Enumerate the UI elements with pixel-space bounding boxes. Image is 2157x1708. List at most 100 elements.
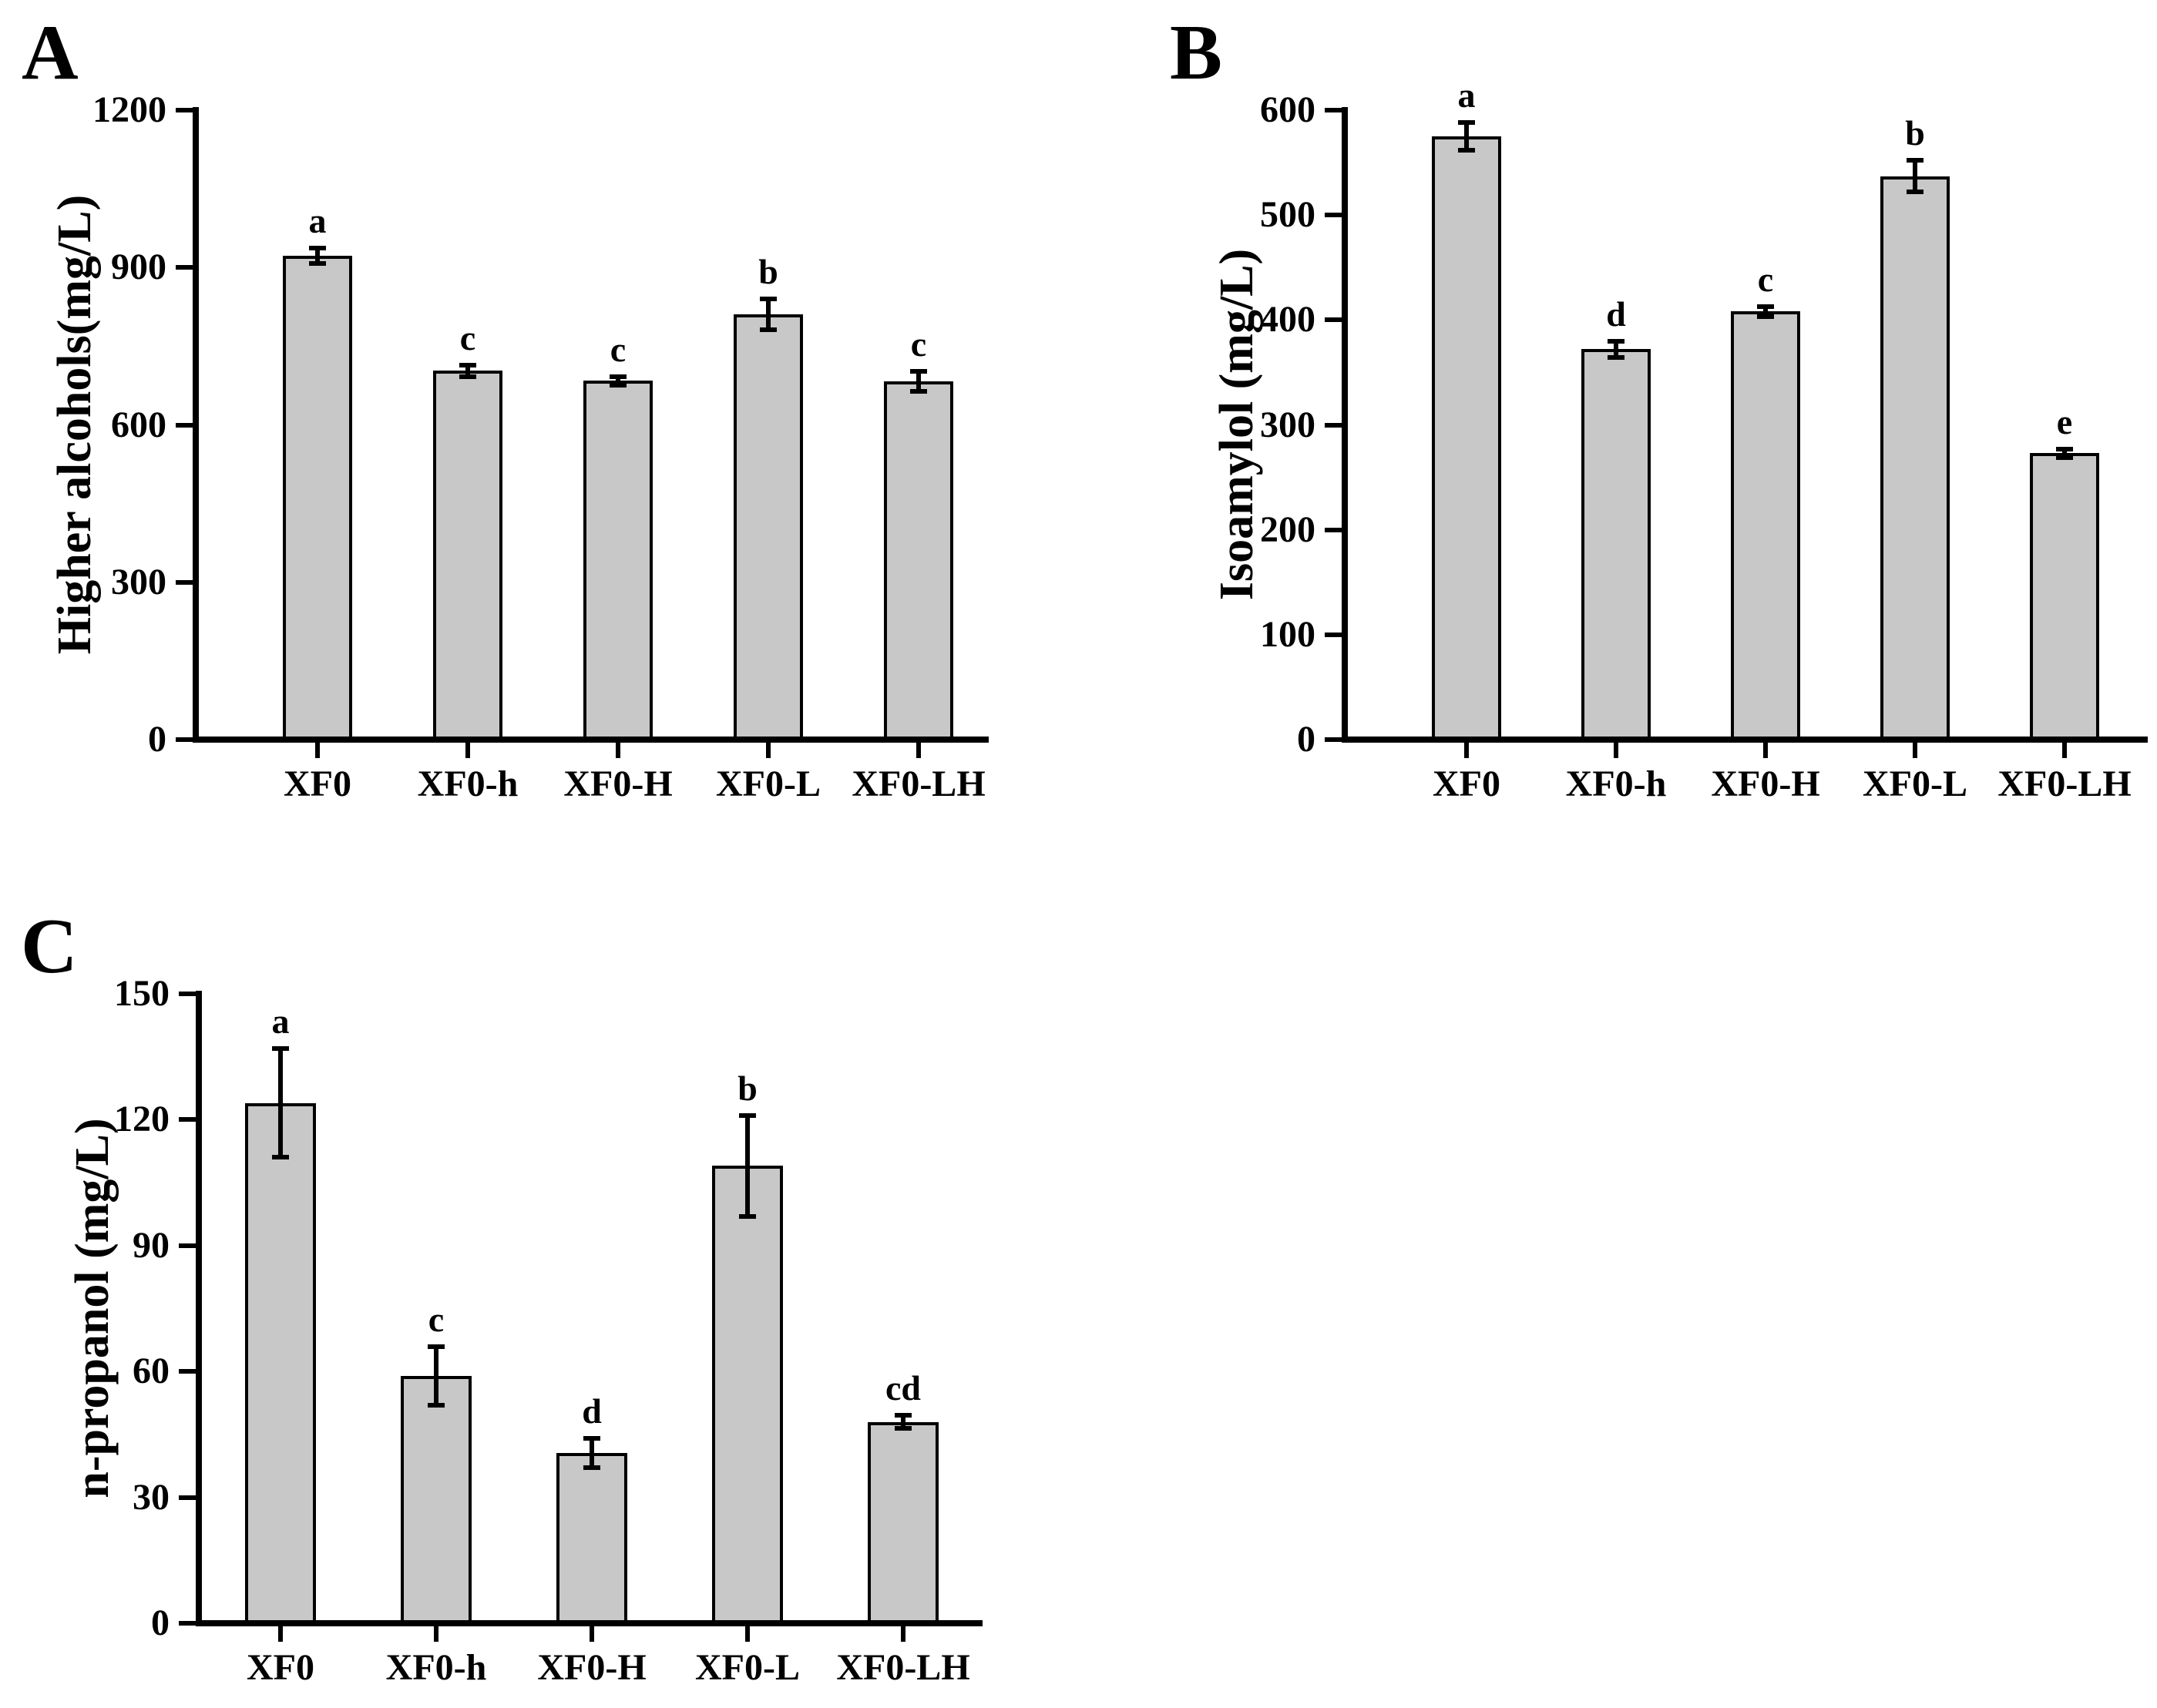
- x-category-label-XF0-LH: XF0-LH: [852, 763, 986, 804]
- error-bar-cap-top-XF0-H: [610, 374, 627, 379]
- y-tick-mark: [176, 108, 194, 112]
- x-tick-mark-XF0-h: [1614, 743, 1618, 758]
- x-category-label-XF0-L: XF0-L: [716, 763, 821, 804]
- error-bar-line-XF0-H: [616, 376, 620, 385]
- x-category-label-XF0: XF0: [1433, 763, 1500, 804]
- x-tick-mark-XF0-h: [434, 1626, 438, 1642]
- y-tick-mark: [176, 579, 194, 585]
- y-tick-mark: [176, 422, 194, 428]
- y-tick-mark: [179, 1117, 197, 1122]
- x-tick-mark-XF0-H: [1763, 743, 1768, 758]
- sig-letter-XF0-H: c: [610, 329, 627, 369]
- x-category-label-XF0-H: XF0-H: [1711, 763, 1820, 804]
- x-axis-line: [196, 1620, 983, 1626]
- error-bar-cap-bottom-XF0: [272, 1155, 289, 1160]
- y-tick-label: 500: [1260, 194, 1315, 236]
- x-axis-line: [193, 737, 989, 743]
- sig-letter-XF0-h: c: [459, 317, 476, 357]
- y-tick-mark: [179, 1243, 197, 1248]
- error-bar-cap-bottom-XF0-LH: [910, 388, 927, 394]
- bar-XF0-H: [1731, 311, 1800, 740]
- y-tick-mark: [1325, 422, 1343, 428]
- bar-XF0-L: [734, 314, 803, 740]
- x-tick-mark-XF0-L: [766, 743, 771, 758]
- bar-XF0-h: [433, 371, 502, 740]
- y-tick-label: 300: [1260, 404, 1315, 445]
- x-category-label-XF0: XF0: [247, 1647, 314, 1688]
- x-tick-mark-XF0-H: [590, 1626, 594, 1642]
- error-bar-line-XF0: [1464, 122, 1469, 150]
- y-tick-label: 120: [114, 1099, 170, 1140]
- sig-letter-XF0-LH: c: [910, 324, 927, 364]
- error-bar-line-XF0: [315, 248, 320, 264]
- y-tick-label: 600: [111, 404, 166, 445]
- y-tick-label: 1200: [92, 89, 166, 130]
- bar-XF0-H: [556, 1453, 627, 1623]
- x-tick-mark-XF0-LH: [916, 743, 921, 758]
- y-tick-label: 400: [1260, 299, 1315, 341]
- sig-letter-XF0-LH: cd: [885, 1368, 921, 1408]
- sig-letter-XF0-H: d: [582, 1391, 602, 1431]
- error-bar-cap-top-XF0: [272, 1045, 289, 1051]
- panel-letter-a: A: [22, 9, 79, 96]
- y-tick-label: 300: [111, 561, 166, 602]
- sig-letter-XF0-L: b: [737, 1068, 758, 1108]
- y-tick-mark: [179, 1495, 197, 1500]
- sig-letter-XF0: a: [271, 1001, 290, 1041]
- y-tick-label: 900: [111, 247, 166, 288]
- y-tick-mark: [179, 1369, 197, 1374]
- error-bar-cap-top-XF0-L: [760, 297, 777, 302]
- error-bar-cap-bottom-XF0-h: [459, 374, 476, 379]
- bar-XF0-h: [401, 1375, 472, 1623]
- error-bar-cap-top-XF0-LH: [2056, 446, 2073, 451]
- y-axis-line: [1342, 107, 1348, 743]
- error-bar-line-XF0-LH: [2062, 448, 2067, 458]
- y-tick-label: 150: [114, 973, 170, 1014]
- y-tick-label: 60: [133, 1351, 170, 1392]
- y-tick-label: 0: [1297, 719, 1315, 760]
- y-tick-label: 200: [1260, 508, 1315, 550]
- x-tick-mark-XF0: [278, 1626, 283, 1642]
- y-tick-label: 90: [133, 1224, 170, 1266]
- error-bar-line-XF0-H: [1763, 306, 1768, 317]
- bar-XF0-LH: [868, 1421, 939, 1623]
- x-category-label-XF0-H: XF0-H: [537, 1647, 647, 1688]
- error-bar-cap-top-XF0: [1458, 120, 1475, 126]
- bar-XF0-LH: [884, 381, 953, 740]
- y-tick-mark: [179, 992, 197, 996]
- x-category-label-XF0-L: XF0-L: [1863, 763, 1967, 804]
- y-tick-mark: [1325, 527, 1343, 532]
- y-tick-mark: [176, 265, 194, 270]
- error-bar-line-XF0: [278, 1048, 283, 1158]
- error-bar-cap-bottom-XF0-h: [428, 1402, 445, 1408]
- error-bar-cap-bottom-XF0-H: [610, 382, 627, 388]
- y-axis-title-b: Isoamylol (mg/L): [1211, 248, 1263, 601]
- x-category-label-XF0-h: XF0-h: [417, 763, 519, 804]
- x-category-label-XF0-h: XF0-h: [385, 1647, 487, 1688]
- error-bar-cap-bottom-XF0-h: [1608, 355, 1624, 361]
- y-tick-mark: [176, 737, 194, 742]
- y-tick-mark: [1325, 632, 1343, 637]
- y-axis-line: [193, 107, 199, 743]
- x-axis-line: [1342, 737, 2148, 743]
- error-bar-line-XF0-h: [434, 1346, 438, 1405]
- error-bar-cap-top-XF0-L: [1907, 158, 1923, 163]
- x-tick-mark-XF0-h: [465, 743, 470, 758]
- y-tick-mark: [179, 1621, 197, 1626]
- error-bar-cap-bottom-XF0-L: [760, 327, 777, 332]
- error-bar-cap-top-XF0-h: [459, 362, 476, 367]
- error-bar-line-XF0-L: [745, 1115, 750, 1216]
- error-bar-cap-top-XF0: [309, 246, 326, 251]
- error-bar-cap-bottom-XF0: [309, 261, 326, 267]
- sig-letter-XF0-L: b: [1905, 113, 1925, 153]
- y-tick-label: 600: [1260, 89, 1315, 130]
- y-tick-label: 0: [148, 719, 166, 760]
- x-category-label-XF0-LH: XF0-LH: [836, 1647, 970, 1688]
- bar-XF0: [283, 256, 352, 740]
- sig-letter-XF0: a: [308, 201, 327, 241]
- x-tick-mark-XF0-LH: [901, 1626, 905, 1642]
- y-axis-line: [196, 991, 202, 1626]
- y-axis-title-c: n-propanol (mg/L): [66, 1118, 119, 1498]
- x-tick-mark-XF0-L: [745, 1626, 750, 1642]
- y-tick-label: 0: [151, 1602, 170, 1643]
